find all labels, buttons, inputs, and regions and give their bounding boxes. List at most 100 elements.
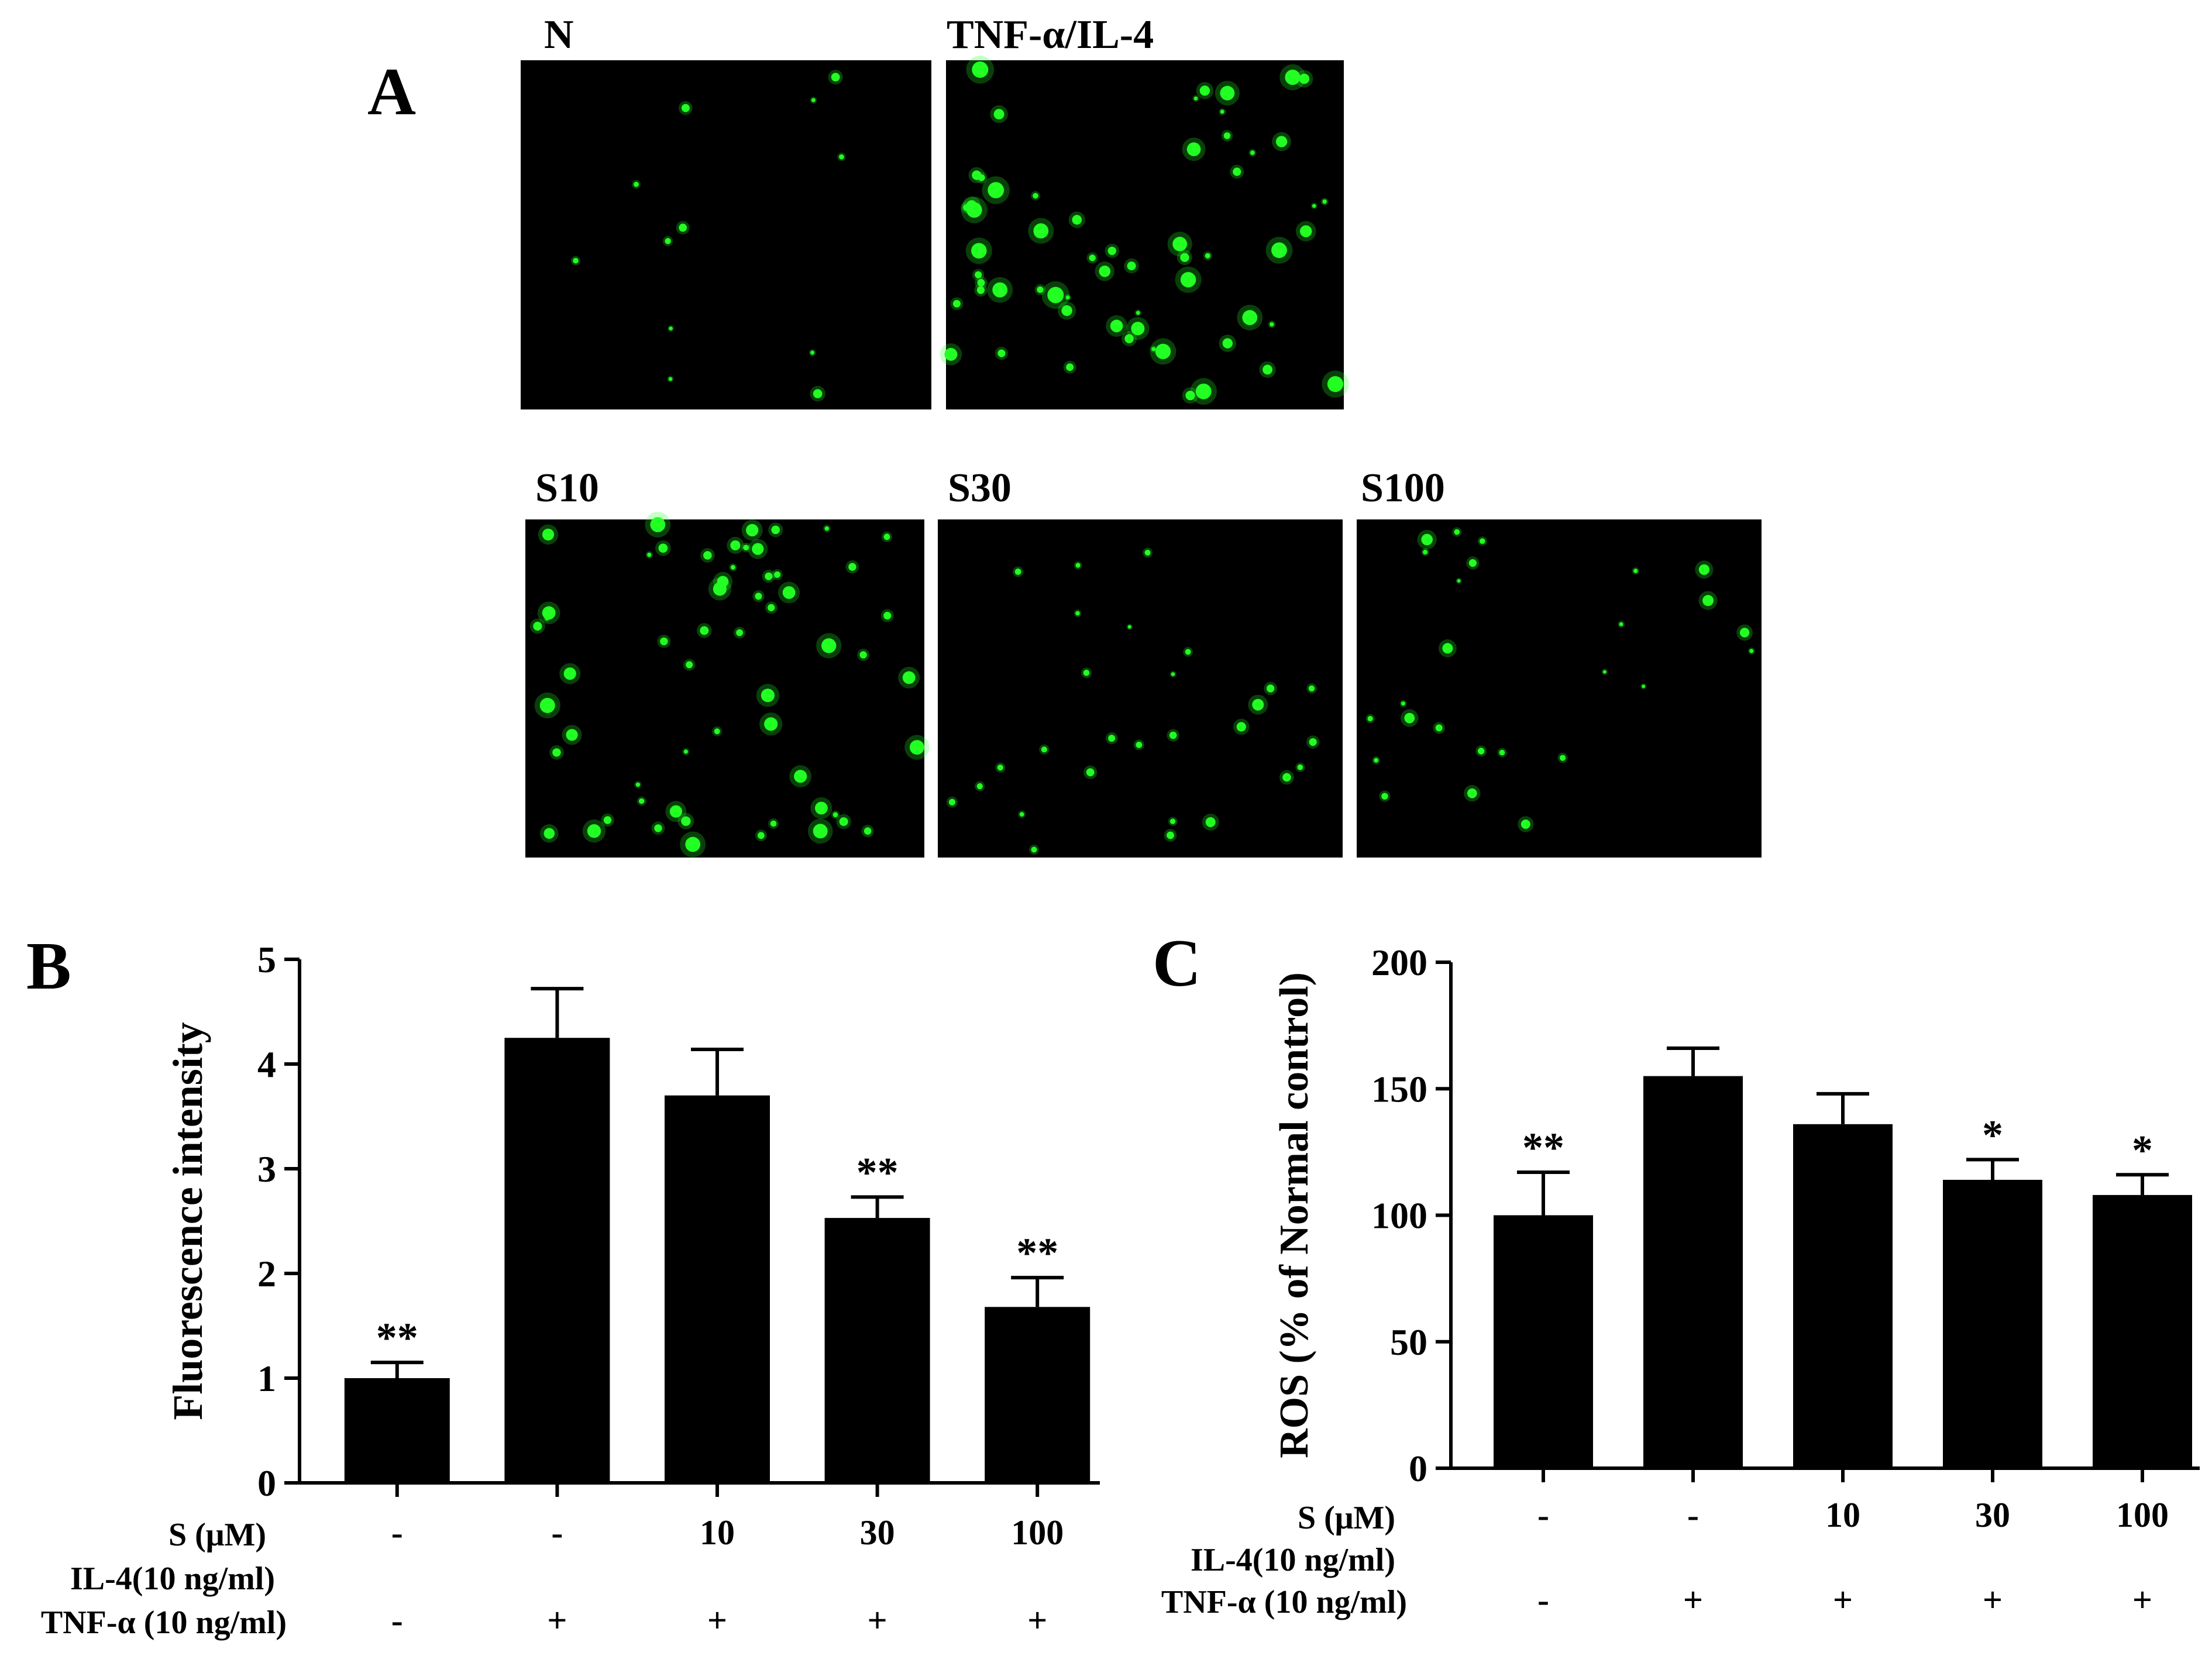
bar xyxy=(1494,1215,1593,1468)
bar xyxy=(2093,1194,2192,1468)
y-tick-label: 1 xyxy=(257,1358,276,1399)
y-axis-label: ROS (% of Normal control) xyxy=(1272,972,1317,1458)
treatment-tnf-value: + xyxy=(707,1601,727,1640)
micrograph-s10-cells xyxy=(529,512,930,858)
cell-dot xyxy=(1270,322,1274,327)
cell-dot xyxy=(1108,735,1116,742)
cell-dot xyxy=(1036,231,1041,237)
treatment-tnf-value: + xyxy=(1833,1581,1853,1619)
cell-dot xyxy=(992,282,1008,298)
cell-dot xyxy=(1127,261,1136,271)
cell-dot xyxy=(774,571,781,578)
cell-dot xyxy=(1066,363,1074,371)
cell-dot xyxy=(566,729,578,741)
cell-dot xyxy=(1282,773,1291,782)
cell-dot xyxy=(1267,684,1275,693)
cell-dot xyxy=(1739,628,1750,638)
y-tick-label: 100 xyxy=(1371,1195,1427,1237)
cell-dot xyxy=(948,798,956,805)
cell-dot xyxy=(811,98,816,102)
cell-dot xyxy=(1199,85,1210,96)
significance-label: ** xyxy=(856,1149,899,1196)
micrograph-tnf-il4-cells xyxy=(940,56,1349,405)
cell-dot xyxy=(1136,311,1140,315)
cell-dot xyxy=(1222,338,1233,349)
micrograph-n: N xyxy=(521,12,931,409)
micrograph-n-cells xyxy=(570,70,846,402)
cell-dot xyxy=(972,170,982,180)
panel-c-letter: C xyxy=(1153,926,1201,1000)
micrograph-s100-image xyxy=(1357,519,1762,858)
cell-dot xyxy=(1442,643,1453,654)
cell-dot xyxy=(1136,741,1143,748)
cell-dot xyxy=(1083,669,1090,676)
y-tick-label: 50 xyxy=(1390,1321,1427,1363)
micrograph-s100-label: S100 xyxy=(1361,466,1445,511)
cell-dot xyxy=(1172,236,1188,252)
cell-dot xyxy=(1169,818,1176,824)
cell-dot xyxy=(997,765,1003,771)
cell-dot xyxy=(1195,383,1212,400)
cell-dot xyxy=(1110,319,1123,333)
cell-dot xyxy=(977,278,985,287)
cell-dot xyxy=(976,783,983,790)
significance-label: ** xyxy=(376,1314,418,1361)
treatment-s-value: - xyxy=(1687,1496,1699,1534)
cell-dot xyxy=(552,748,561,757)
cell-dot xyxy=(1167,831,1174,839)
cell-dot xyxy=(1749,649,1754,653)
treatment-tnf-value: - xyxy=(1537,1581,1549,1619)
cell-dot xyxy=(972,61,989,78)
y-tick-label: 0 xyxy=(257,1462,276,1504)
cell-dot xyxy=(668,377,673,381)
cell-dot xyxy=(654,824,662,832)
cell-dot xyxy=(813,389,823,398)
tnf-row-label-b: TNF-α (10 ng/ml) xyxy=(41,1605,287,1641)
cell-dot xyxy=(1185,649,1191,655)
cell-dot xyxy=(832,812,838,818)
cell-dot xyxy=(909,740,924,755)
cell-dot xyxy=(761,688,775,703)
micrograph-s30-cells xyxy=(946,548,1320,855)
treatment-rows-b: S (μM) IL-4(10 ng/ml) TNF-α (10 ng/ml) xyxy=(41,1517,287,1641)
cell-dot xyxy=(743,545,749,550)
cell-dot xyxy=(752,543,764,555)
micrograph-s10-label: S10 xyxy=(535,466,599,511)
cell-dot xyxy=(859,651,867,659)
treatment-s-value: 10 xyxy=(700,1513,735,1552)
cell-dot xyxy=(794,770,807,783)
cell-dot xyxy=(1619,622,1623,626)
treatment-s-value: 10 xyxy=(1825,1496,1860,1534)
cell-dot xyxy=(972,205,978,211)
cell-dot xyxy=(1602,670,1606,674)
s-row-label-c: S (μM) xyxy=(1298,1500,1395,1536)
cell-dot xyxy=(831,73,840,82)
cell-dot xyxy=(686,661,693,669)
cell-dot xyxy=(650,517,666,532)
cell-dot xyxy=(1457,579,1461,583)
cell-dot xyxy=(1185,391,1195,401)
treatment-rows-c: S (μM) IL-4(10 ng/ml) TNF-α (10 ng/ml) xyxy=(1161,1500,1407,1620)
cell-dot xyxy=(1169,731,1177,739)
cell-dot xyxy=(1560,755,1566,761)
cell-dot xyxy=(1327,376,1344,393)
cell-dot xyxy=(813,824,828,839)
cell-dot xyxy=(1220,85,1235,101)
treatment-tnf-value: + xyxy=(1027,1601,1047,1640)
treatment-tnf-value: - xyxy=(391,1601,403,1640)
cell-dot xyxy=(952,299,961,308)
cell-dot xyxy=(1205,817,1216,827)
treatment-tnf-value: + xyxy=(1683,1581,1703,1619)
treatment-tnf-value: + xyxy=(1983,1581,2003,1619)
chart-b: Fluorescence intensity 0 1 2 3 4 5 ** - - - +10 + ** 3… xyxy=(164,939,1100,1640)
cell-dot xyxy=(660,637,668,646)
cell-dot xyxy=(1435,724,1443,732)
cell-dot xyxy=(1171,672,1175,676)
cell-dot xyxy=(1698,564,1709,575)
cell-dot xyxy=(848,563,856,571)
cell-dot xyxy=(1193,97,1198,101)
cell-dot xyxy=(1019,812,1024,817)
cell-dot xyxy=(730,564,735,570)
cell-dot xyxy=(1520,820,1530,829)
